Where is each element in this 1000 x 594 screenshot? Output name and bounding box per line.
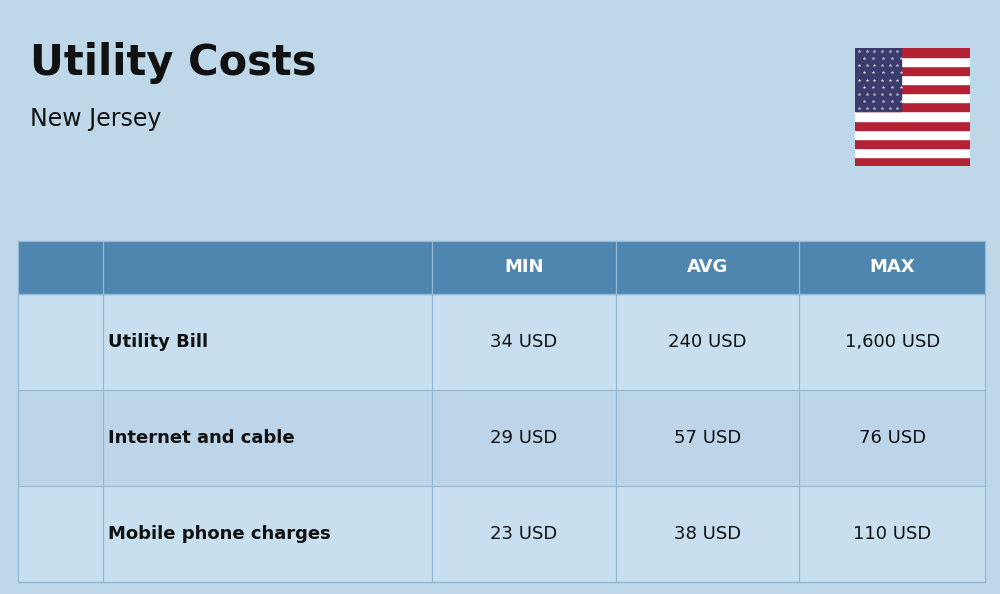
Text: Utility Costs: Utility Costs xyxy=(30,42,316,84)
Bar xyxy=(855,93,970,102)
Bar xyxy=(855,121,970,129)
Text: 110 USD: 110 USD xyxy=(853,525,931,543)
Text: 240 USD: 240 USD xyxy=(668,333,747,350)
Bar xyxy=(855,84,970,93)
Bar xyxy=(18,390,985,486)
Text: Internet and cable: Internet and cable xyxy=(108,429,295,447)
Bar xyxy=(855,112,970,121)
Text: Mobile phone charges: Mobile phone charges xyxy=(108,525,331,543)
Bar xyxy=(855,75,970,84)
Bar xyxy=(18,293,985,390)
Bar xyxy=(855,102,970,112)
Text: 34 USD: 34 USD xyxy=(490,333,557,350)
Text: MIN: MIN xyxy=(504,258,543,276)
Text: MAX: MAX xyxy=(869,258,915,276)
Bar xyxy=(855,148,970,157)
Text: 29 USD: 29 USD xyxy=(490,429,557,447)
Bar xyxy=(855,157,970,166)
Text: New Jersey: New Jersey xyxy=(30,107,161,131)
Bar xyxy=(855,129,970,139)
Bar xyxy=(855,139,970,148)
Bar xyxy=(18,486,985,582)
Bar xyxy=(855,48,901,112)
Text: Utility Bill: Utility Bill xyxy=(108,333,208,350)
Text: 38 USD: 38 USD xyxy=(674,525,741,543)
Bar xyxy=(18,241,985,293)
Text: 57 USD: 57 USD xyxy=(674,429,741,447)
Bar xyxy=(855,56,970,66)
Bar xyxy=(855,66,970,75)
Text: 23 USD: 23 USD xyxy=(490,525,557,543)
Text: 76 USD: 76 USD xyxy=(859,429,926,447)
Bar xyxy=(855,48,970,56)
Text: 1,600 USD: 1,600 USD xyxy=(845,333,940,350)
Text: AVG: AVG xyxy=(687,258,728,276)
